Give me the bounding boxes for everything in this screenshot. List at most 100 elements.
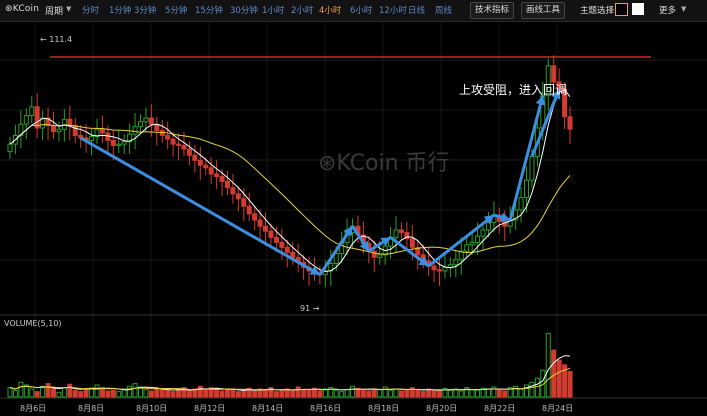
volume-bar <box>219 390 225 398</box>
volume-bar <box>263 389 269 398</box>
volume-bar <box>339 391 345 398</box>
volume-bar <box>165 389 171 398</box>
volume-bar <box>45 383 51 398</box>
volume-bar <box>513 385 519 398</box>
volume-bar <box>388 389 394 398</box>
volume-bar <box>431 390 437 398</box>
interval-tab[interactable]: 日线 <box>408 6 426 16</box>
volume-bar <box>382 386 388 398</box>
volume-bar <box>186 390 192 398</box>
volume-bar <box>491 386 497 398</box>
light-theme-swatch[interactable] <box>632 3 644 15</box>
technical-indicators-button[interactable]: 技术指标 <box>470 2 514 19</box>
volume-bar <box>355 387 361 398</box>
x-axis-tick-label: 8月6日 <box>20 404 46 413</box>
candle-body <box>219 175 225 182</box>
candle-body <box>116 143 122 146</box>
candle-body <box>409 238 415 248</box>
candle-body <box>214 173 220 177</box>
candle-body <box>99 128 105 134</box>
candle-body <box>398 229 404 233</box>
interval-tab[interactable]: 5分钟 <box>165 6 188 16</box>
volume-bar <box>257 388 263 398</box>
interval-tab[interactable]: 4小时 <box>319 6 342 16</box>
volume-bar <box>279 389 285 398</box>
volume-bar <box>241 389 247 398</box>
volume-bar <box>252 390 258 398</box>
volume-bar <box>562 364 568 398</box>
volume-bar <box>507 387 513 398</box>
caret-down-icon[interactable]: ▼ <box>681 5 687 13</box>
caret-down-icon[interactable]: ▼ <box>66 5 72 13</box>
volume-bar <box>344 389 350 398</box>
volume-bar <box>7 387 13 398</box>
volume-bar <box>366 390 372 398</box>
volume-bar <box>127 385 133 398</box>
candle-body <box>110 139 116 146</box>
candle-body <box>50 124 56 133</box>
interval-tab[interactable]: 2小时 <box>291 6 314 16</box>
candle-body <box>257 219 263 227</box>
candle-body <box>442 266 448 272</box>
candle-body <box>18 123 24 136</box>
volume-bar <box>268 387 274 398</box>
x-axis-labels: 8月6日 8月8日 8月10日 8月12日 8月14日 8月16日 8月18日 8月20日 8月… <box>20 404 573 413</box>
volume-bar <box>442 387 448 398</box>
dark-theme-swatch[interactable] <box>615 3 628 16</box>
volume-bar <box>137 386 143 398</box>
candle-body <box>252 213 258 221</box>
volume-bar <box>524 384 530 398</box>
interval-tab[interactable]: 周线 <box>435 6 453 16</box>
volume-bar <box>290 390 296 398</box>
interval-tab[interactable]: 6小时 <box>350 6 373 16</box>
candle-body <box>137 121 143 128</box>
candle-body <box>170 138 176 145</box>
x-axis-tick-label: 8月22日 <box>484 404 515 413</box>
interval-tab[interactable]: 1分钟 <box>109 6 132 16</box>
volume-bar <box>192 388 198 398</box>
candle-body <box>235 193 241 200</box>
volume-bar <box>284 388 290 398</box>
candle-body <box>268 230 274 238</box>
candle-body <box>241 198 247 207</box>
annotation-text: 上攻受阻，进入回调 <box>459 83 567 97</box>
volume-ma-slow-line <box>9 367 571 391</box>
interval-tab[interactable]: 15分钟 <box>195 6 223 16</box>
ma-slow-line <box>9 124 571 255</box>
interval-tab[interactable]: 3分钟 <box>134 6 157 16</box>
trend-arrow-head <box>309 265 320 275</box>
volume-bar <box>23 384 29 398</box>
candle-body <box>186 148 192 156</box>
volume-indicator-label: VOLUME(5,10) <box>4 319 62 328</box>
interval-tab[interactable]: 分时 <box>82 6 100 16</box>
more-menu-button[interactable]: 更多 <box>659 6 677 16</box>
volume-bar <box>197 385 203 398</box>
candle-body <box>67 118 73 126</box>
volume-bar <box>475 389 481 398</box>
volume-bar <box>502 390 508 398</box>
volume-bar <box>534 377 540 398</box>
volume-bar <box>333 389 339 398</box>
volume-bar <box>143 389 149 398</box>
volume-bar <box>89 387 95 398</box>
volume-bar <box>230 389 236 398</box>
drawing-tools-button[interactable]: 画线工具 <box>521 2 565 19</box>
candle-body <box>56 128 62 133</box>
volume-bar <box>34 391 40 398</box>
candle-body <box>7 143 13 153</box>
volume-bar <box>464 387 470 398</box>
volume-bar <box>529 381 535 398</box>
interval-tab[interactable]: 1小时 <box>262 6 285 16</box>
volume-bar <box>94 384 100 398</box>
volume-bar <box>224 388 230 398</box>
interval-tab[interactable]: 12小时 <box>379 6 407 16</box>
volume-bar <box>453 388 459 398</box>
volume-bar <box>545 332 551 398</box>
volume-bar <box>246 387 252 398</box>
trend-arrows <box>79 88 561 276</box>
interval-tab[interactable]: 30分钟 <box>230 6 258 16</box>
candle-body <box>143 117 149 123</box>
period-selector[interactable]: 周期 <box>45 7 64 17</box>
trend-arrow-shaft <box>427 213 495 268</box>
